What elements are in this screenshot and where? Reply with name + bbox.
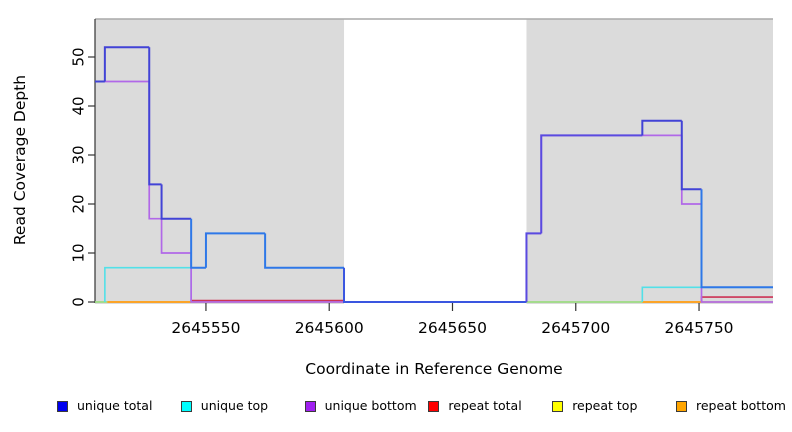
x-tick-label: 2645550 (171, 319, 240, 337)
legend-swatch-icon (676, 400, 687, 412)
series-line-unique-total (204, 232, 266, 268)
tick-labels: 0 10 20 30 40 50 2645550 2645600 2645650 2645700 2… (69, 47, 733, 337)
y-tick-label: 50 (69, 47, 87, 66)
series-line-unique-total (103, 46, 150, 82)
series-line-unique-total (160, 184, 192, 220)
series-line-unique-total (525, 232, 542, 302)
series-line-unique-total (641, 119, 682, 136)
y-tick-label: 20 (69, 194, 87, 213)
legend-swatch-icon (428, 400, 440, 412)
legend-item-repeat-top: repeat top (552, 398, 637, 414)
y-axis-title: Read Coverage Depth (11, 75, 29, 245)
y-tick-label: 10 (69, 243, 87, 262)
shaded-band (95, 19, 345, 304)
legend-swatch-icon (180, 400, 192, 412)
series-line-unique-total (190, 218, 206, 269)
legend: unique total unique top unique bottom repea… (0, 396, 792, 422)
legend-swatch-icon (57, 400, 68, 412)
legend-item-repeat-bottom: repeat bottom (676, 398, 786, 414)
x-axis-title: Coordinate in Reference Genome (305, 360, 562, 378)
series-lines (95, 46, 773, 303)
legend-item-unique-top: unique top (180, 398, 269, 414)
y-tick-label: 0 (69, 297, 87, 307)
legend-label: unique total (77, 398, 153, 413)
shaded-band (526, 19, 773, 304)
legend-label: repeat bottom (696, 398, 786, 413)
x-tick-label: 2645600 (295, 319, 364, 337)
legend-label: unique top (200, 398, 269, 413)
x-tick-label: 2645700 (541, 319, 610, 337)
x-tick-label: 2645750 (665, 319, 734, 337)
x-tick-label: 2645650 (418, 319, 487, 337)
series-line-unique-total (148, 47, 162, 186)
legend-item-repeat-total: repeat total (428, 398, 522, 414)
series-line-unique-total (264, 233, 345, 269)
legend-label: repeat total (448, 398, 522, 413)
legend-label: unique bottom (324, 398, 417, 413)
shaded-regions (95, 18, 773, 304)
legend-label: repeat top (572, 398, 638, 413)
axes (88, 19, 700, 311)
series-line-unique-total (680, 120, 702, 191)
series-line-unique-bottom (160, 218, 192, 254)
coverage-chart: 0 10 20 30 40 50 2645550 2645600 2645650 2645700 2… (11, 18, 773, 378)
series-line-unique-total (343, 267, 527, 303)
legend-swatch-icon (304, 400, 316, 412)
y-tick-label: 30 (69, 145, 87, 164)
series-line-unique-total (540, 134, 643, 234)
legend-swatch-icon (552, 400, 564, 412)
series-line-unique-total (700, 189, 773, 289)
y-tick-label: 40 (69, 96, 87, 115)
legend-item-unique-total: unique total (57, 398, 152, 414)
legend-item-unique-bottom: unique bottom (304, 398, 417, 414)
